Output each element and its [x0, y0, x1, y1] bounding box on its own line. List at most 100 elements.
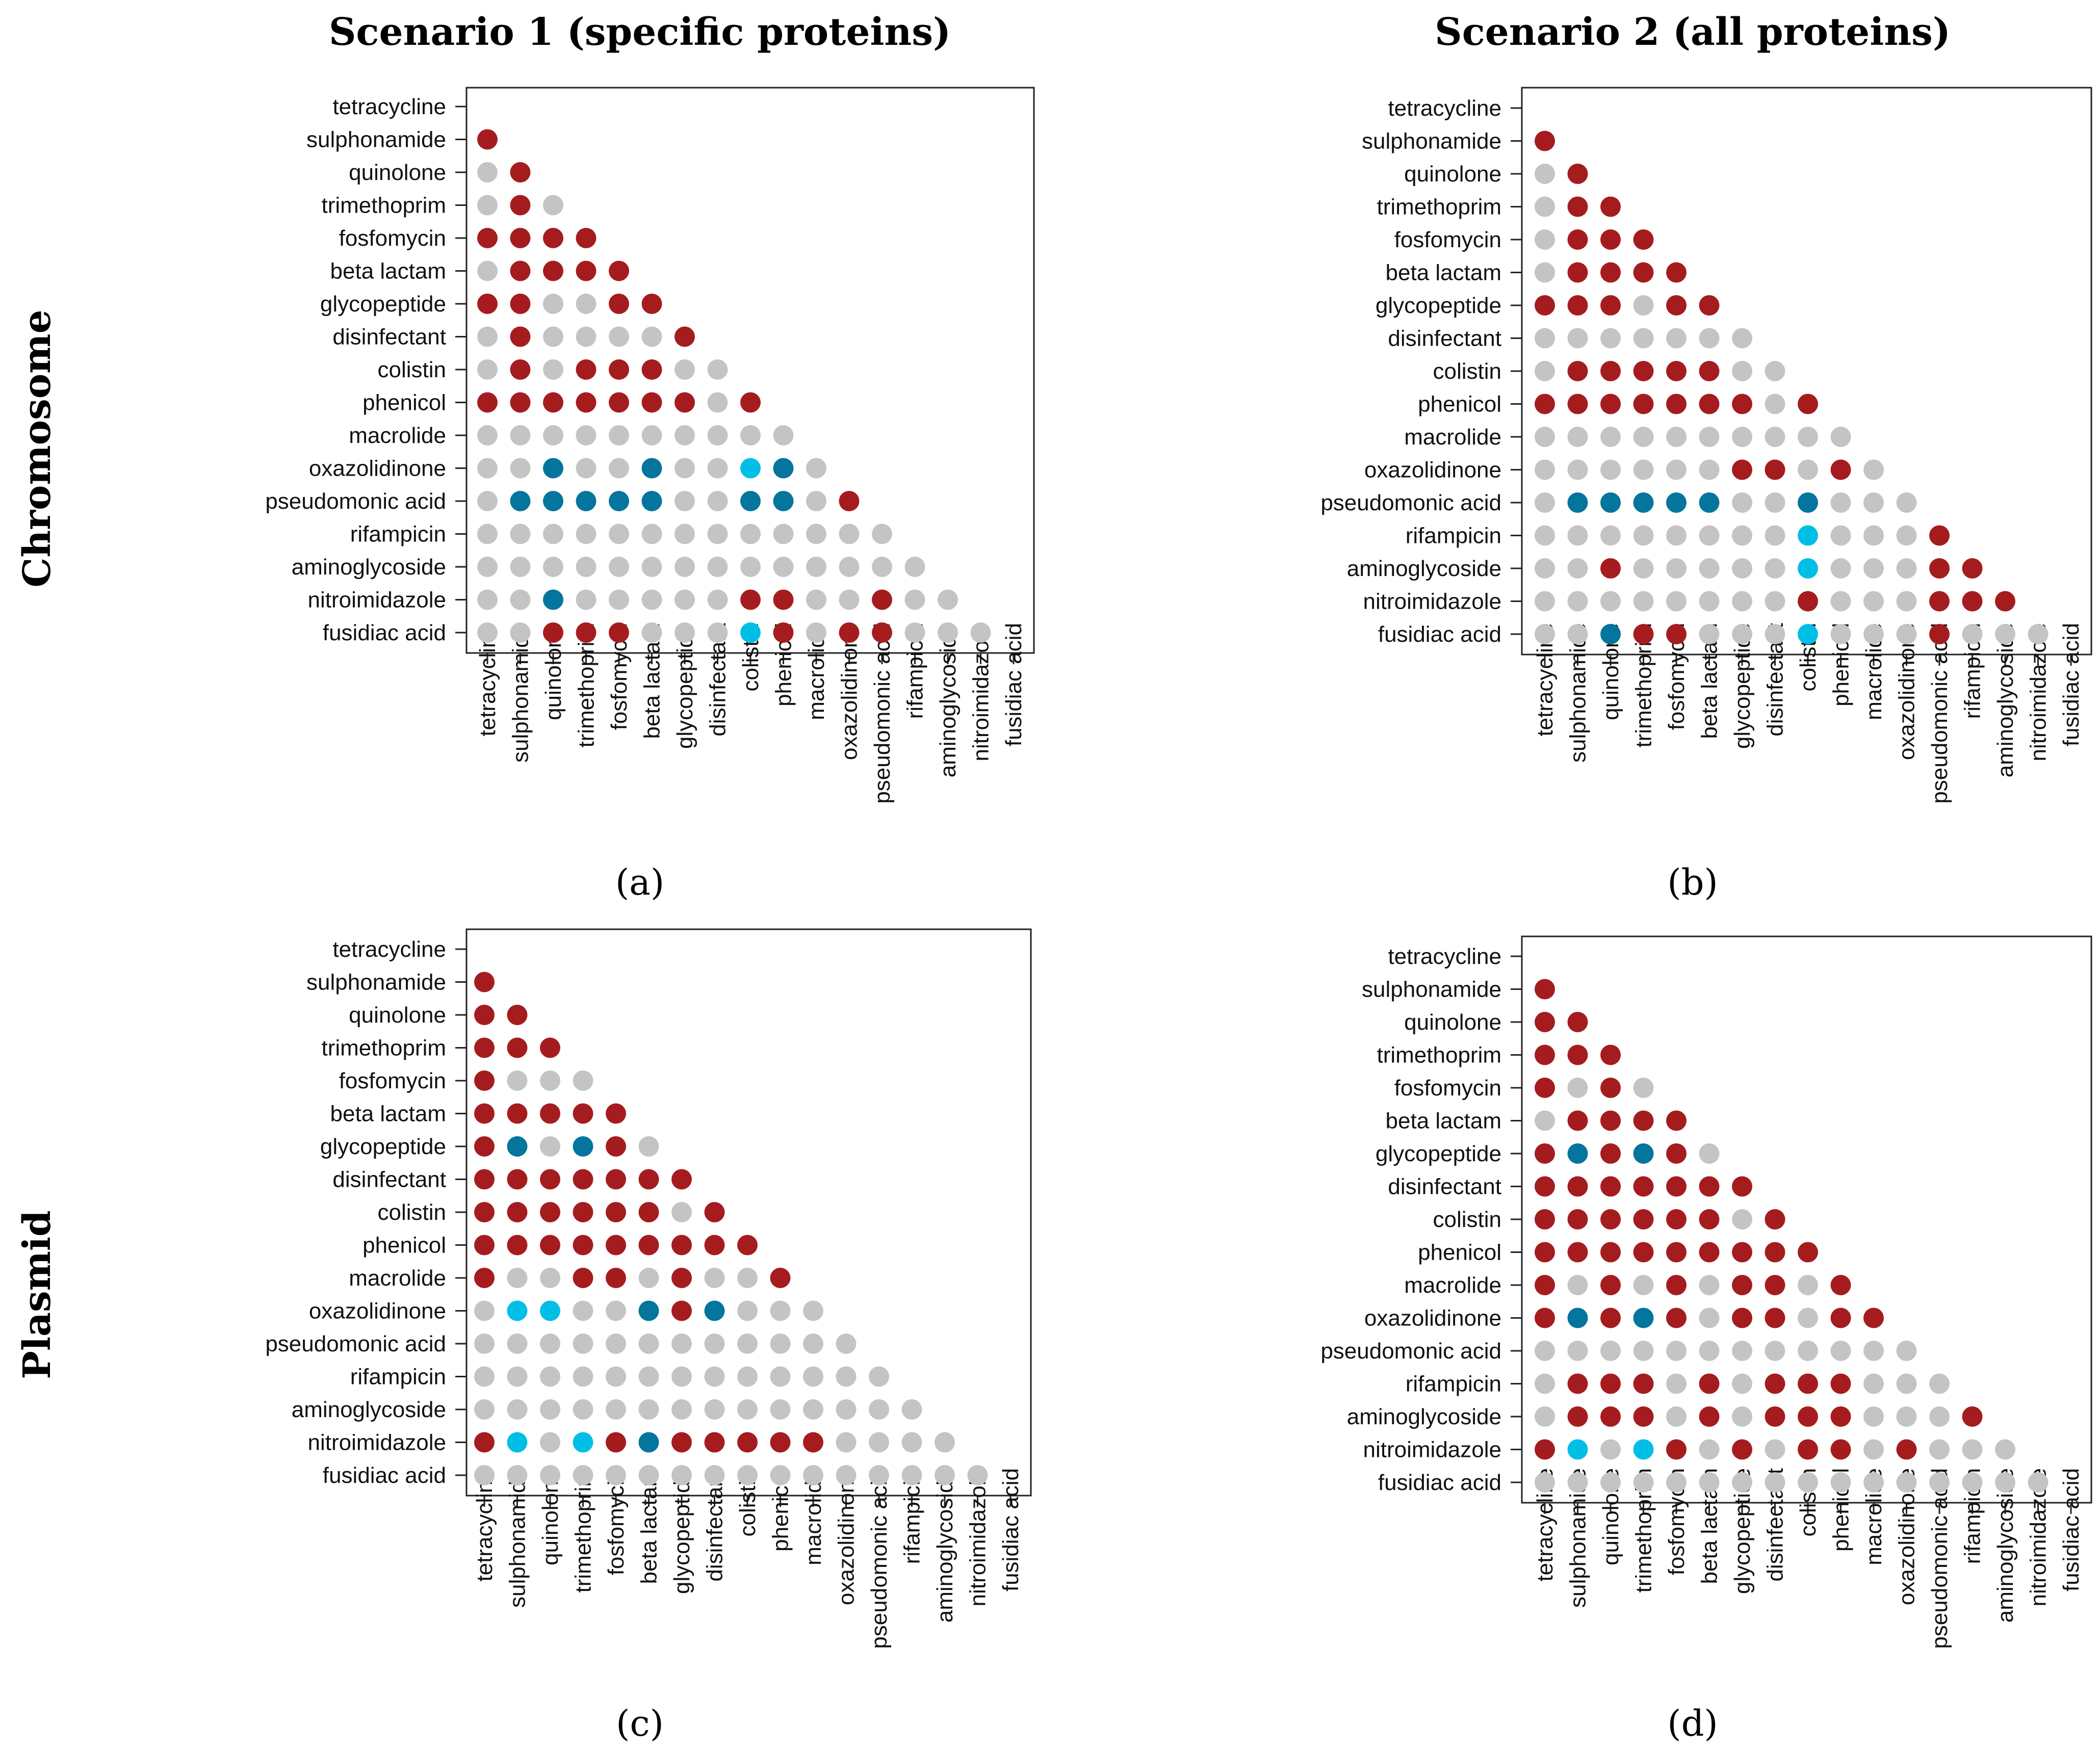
dot-beta-lactam-x-sulphonamide-positive — [1567, 262, 1588, 283]
y-tick-label-aminoglycoside: aminoglycoside — [292, 1397, 446, 1422]
dot-fosfomycin-x-sulphonamide-positive — [510, 228, 531, 248]
dot-macrolide-x-tetracycline-none — [1535, 427, 1555, 447]
dot-rifampicin-x-trimethoprim-none — [576, 524, 597, 544]
dot-fusidiac-acid-x-nitroimidazole-none — [2028, 624, 2049, 644]
dot-trimethoprim-x-tetracycline-none — [477, 195, 498, 216]
dot-nitroimidazole-x-quinolone-negative_strong — [543, 589, 563, 610]
dot-nitroimidazole-x-trimethoprim-none — [1633, 591, 1654, 612]
dot-nitroimidazole-x-beta-lactam-none — [1699, 1439, 1720, 1460]
y-tick-label-quinolone: quinolone — [1404, 162, 1501, 187]
x-tick-label-sulphonamide: sulphonamide — [508, 623, 533, 763]
dot-nitroimidazole-x-macrolide-none — [1863, 1439, 1884, 1460]
x-tick-label-fusidiac-acid: fusidiac acid — [2059, 1468, 2084, 1591]
dot-pseudomonic-acid-x-oxazolidinone-positive — [839, 491, 860, 511]
y-tick-label-glycopeptide: glycopeptide — [320, 1134, 446, 1159]
dot-phenicol-x-fosfomycin-positive — [606, 1235, 626, 1256]
dot-nitroimidazole-x-disinfectant-none — [1765, 1439, 1785, 1460]
x-tick-label-fusidiac-acid: fusidiac acid — [998, 1468, 1023, 1591]
dot-glycopeptide-x-beta-lactam-none — [1699, 1143, 1720, 1164]
dot-oxazolidinone-x-trimethoprim-none — [573, 1300, 593, 1321]
dot-aminoglycoside-x-beta-lactam-none — [641, 557, 662, 577]
dot-rifampicin-x-phenicol-none — [1830, 525, 1851, 546]
dot-pseudomonic-acid-x-tetracycline-none — [1535, 492, 1555, 513]
dot-fusidiac-acid-x-pseudomonic-acid-none — [869, 1465, 889, 1485]
dot-disinfectant-x-fosfomycin-positive — [606, 1169, 626, 1190]
x-tick-label-oxazolidinone: oxazolidinone — [837, 623, 862, 760]
dot-colistin-x-sulphonamide-positive — [510, 359, 531, 380]
dot-macrolide-x-fosfomycin-positive — [1666, 1275, 1687, 1295]
dot-rifampicin-x-disinfectant-none — [704, 1366, 725, 1387]
dot-nitroimidazole-x-fosfomycin-positive — [1666, 1439, 1687, 1460]
dot-oxazolidinone-x-quinolone-negative_weak — [540, 1300, 560, 1321]
dot-fosfomycin-x-trimethoprim-positive — [576, 228, 597, 248]
dot-nitroimidazole-x-glycopeptide-positive — [671, 1432, 692, 1453]
dot-nitroimidazole-x-colistin-positive — [1798, 591, 1818, 612]
dot-oxazolidinone-x-trimethoprim-none — [1633, 459, 1654, 480]
dot-fusidiac-acid-x-rifampicin-none — [1962, 624, 1983, 644]
y-tick-label-fosfomycin: fosfomycin — [1394, 227, 1501, 252]
dot-sulphonamide-x-tetracycline-positive — [1535, 130, 1555, 151]
y-tick-label-fusidiac-acid: fusidiac acid — [323, 1463, 446, 1488]
dot-nitroimidazole-x-phenicol-positive — [770, 1432, 791, 1453]
dot-disinfectant-x-sulphonamide-none — [1567, 328, 1588, 349]
dot-aminoglycoside-x-pseudomonic-acid-positive — [1929, 558, 1950, 579]
dot-sulphonamide-x-tetracycline-positive — [1535, 979, 1555, 1000]
y-tick-label-nitroimidazole: nitroimidazole — [1363, 589, 1501, 614]
dot-macrolide-x-trimethoprim-none — [576, 425, 597, 446]
dot-fusidiac-acid-x-tetracycline-none — [477, 622, 498, 643]
dot-nitroimidazole-x-beta-lactam-negative_strong — [638, 1432, 659, 1453]
dot-rifampicin-x-glycopeptide-none — [671, 1366, 692, 1387]
dot-sulphonamide-x-tetracycline-positive — [477, 129, 498, 150]
row-title-plasmid: Plasmid — [15, 1210, 59, 1379]
dot-glycopeptide-x-tetracycline-positive — [477, 294, 498, 314]
x-tick-label-nitroimidazole: nitroimidazole — [2026, 623, 2051, 761]
dot-beta-lactam-x-sulphonamide-positive — [507, 1103, 528, 1124]
y-tick-label-rifampicin: rifampicin — [350, 522, 446, 547]
dot-fusidiac-acid-x-quinolone-none — [540, 1465, 560, 1485]
dot-aminoglycoside-x-disinfectant-positive — [1765, 1406, 1785, 1427]
dot-colistin-x-beta-lactam-positive — [1699, 361, 1720, 381]
y-tick-label-trimethoprim: trimethoprim — [1377, 1043, 1502, 1068]
dot-macrolide-x-phenicol-none — [1830, 427, 1851, 447]
dot-disinfectant-x-quinolone-positive — [540, 1169, 560, 1190]
dot-oxazolidinone-x-fosfomycin-positive — [1666, 1308, 1687, 1328]
dot-aminoglycoside-x-glycopeptide-none — [1732, 1406, 1752, 1427]
dot-phenicol-x-fosfomycin-positive — [1666, 394, 1687, 414]
dot-nitroimidazole-x-phenicol-positive — [773, 589, 794, 610]
dot-macrolide-x-colistin-none — [1798, 1275, 1818, 1295]
dot-fusidiac-acid-x-fosfomycin-positive — [609, 622, 629, 643]
row-title-chromosome: Chromosome — [15, 309, 59, 587]
dot-colistin-x-quinolone-positive — [540, 1202, 560, 1222]
y-tick-label-fusidiac-acid: fusidiac acid — [323, 620, 446, 645]
dot-nitroimidazole-x-fosfomycin-none — [1666, 591, 1687, 612]
dot-phenicol-x-quinolone-positive — [1600, 394, 1621, 414]
dot-aminoglycoside-x-fosfomycin-none — [609, 557, 629, 577]
dot-phenicol-x-glycopeptide-positive — [671, 1235, 692, 1256]
y-tick-label-glycopeptide: glycopeptide — [320, 292, 446, 317]
y-tick-label-disinfectant: disinfectant — [1388, 326, 1501, 351]
dot-trimethoprim-x-sulphonamide-positive — [1567, 1044, 1588, 1065]
dot-oxazolidinone-x-sulphonamide-none — [1567, 459, 1588, 480]
dot-aminoglycoside-x-glycopeptide-none — [671, 1399, 692, 1420]
dot-nitroimidazole-x-quinolone-none — [1600, 1439, 1621, 1460]
dot-aminoglycoside-x-phenicol-positive — [1830, 1406, 1851, 1427]
dot-beta-lactam-x-quinolone-positive — [1600, 262, 1621, 283]
dot-pseudomonic-acid-x-disinfectant-none — [704, 1333, 725, 1354]
dot-trimethoprim-x-quinolone-positive — [1600, 1044, 1621, 1065]
dot-nitroimidazole-x-glycopeptide-positive — [1732, 1439, 1752, 1460]
dot-nitroimidazole-x-aminoglycoside-none — [1995, 1439, 2015, 1460]
dot-oxazolidinone-x-colistin-none — [1798, 459, 1818, 480]
dot-rifampicin-x-colistin-none — [737, 1366, 758, 1387]
dot-glycopeptide-x-quinolone-positive — [1600, 295, 1621, 316]
dot-oxazolidinone-x-phenicol-negative_strong — [773, 458, 794, 479]
dot-oxazolidinone-x-disinfectant-positive — [1765, 459, 1785, 480]
dot-phenicol-x-fosfomycin-positive — [609, 392, 629, 413]
dot-trimethoprim-x-tetracycline-positive — [474, 1037, 495, 1058]
dot-aminoglycoside-x-trimethoprim-none — [573, 1399, 593, 1420]
dot-rifampicin-x-pseudomonic-acid-positive — [1929, 525, 1950, 546]
dot-phenicol-x-tetracycline-positive — [474, 1235, 495, 1256]
dot-rifampicin-x-trimethoprim-none — [1633, 525, 1654, 546]
dot-colistin-x-trimethoprim-positive — [576, 359, 597, 380]
dot-fusidiac-acid-x-quinolone-none — [1600, 1472, 1621, 1493]
